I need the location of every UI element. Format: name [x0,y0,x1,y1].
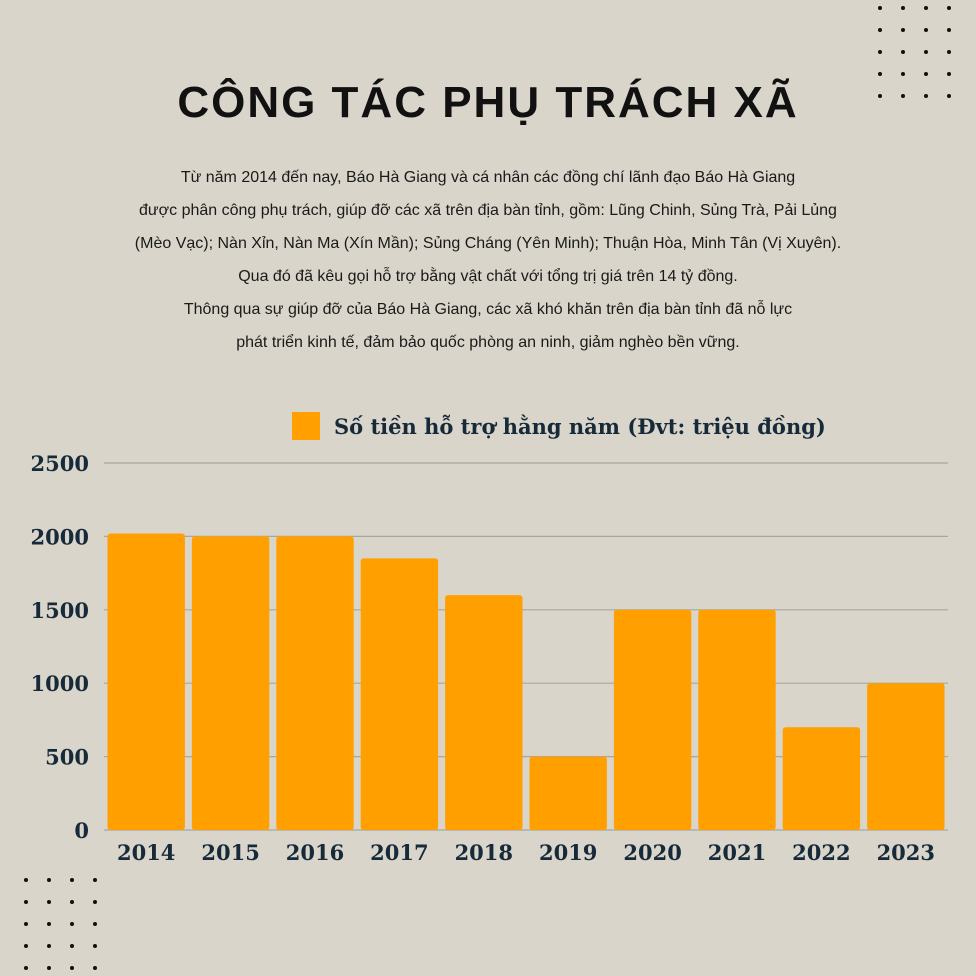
bar-2016 [276,536,354,830]
decorative-dot [924,6,928,10]
bar-2023 [867,683,945,830]
paragraph-line: Thông qua sự giúp đỡ của Báo Hà Giang, c… [183,301,793,318]
x-tick-label: 2020 [623,840,681,865]
decorative-dot [47,922,51,926]
y-tick-label: 2500 [31,451,89,476]
decorative-dot [24,878,28,882]
decorative-dot [47,878,51,882]
x-tick-label: 2017 [370,840,428,865]
x-tick-label: 2021 [708,840,766,865]
decorative-dot [93,900,97,904]
decorative-dot [901,28,905,32]
paragraph-line: Qua đó đã kêu gọi hỗ trợ bằng vật chất v… [238,268,738,285]
x-tick-label: 2023 [877,840,935,865]
x-tick-label: 2019 [539,840,597,865]
bar-2021 [698,609,776,830]
x-tick-label: 2014 [117,840,175,865]
bar-2022 [782,727,861,830]
bar-2015 [191,536,270,830]
bar-2017 [360,558,439,830]
decorative-dot [901,94,905,98]
decorative-dot [947,94,951,98]
y-tick-label: 500 [45,745,89,770]
decorative-dot [947,28,951,32]
decorative-dot [924,28,928,32]
decorative-dot [93,944,97,948]
decorative-dot [924,72,928,76]
decorative-dot [878,6,882,10]
bar-2020 [613,609,692,830]
decorative-dot [947,6,951,10]
decorative-dot [24,944,28,948]
decorative-dot [24,922,28,926]
decorative-dot [70,900,74,904]
decorative-dot [70,878,74,882]
bar-2019 [529,756,607,830]
decorative-dot-grid-top-right [878,6,951,98]
page-title: CÔNG TÁC PHỤ TRÁCH XÃ [177,78,799,127]
decorative-dot [47,966,51,970]
decorative-dot [924,94,928,98]
decorative-dot [924,50,928,54]
decorative-dot [47,944,51,948]
legend-label: Số tiền hỗ trợ hằng năm (Đvt: triệu đồng… [334,413,826,439]
decorative-dot [24,900,28,904]
decorative-dot [24,966,28,970]
decorative-dot [93,878,97,882]
y-tick-label: 1500 [31,598,89,623]
x-tick-label: 2016 [286,840,344,865]
paragraph-line: Từ năm 2014 đến nay, Báo Hà Giang và cá … [180,169,796,186]
decorative-dot [70,922,74,926]
bar-2014 [107,533,185,830]
y-tick-label: 1000 [31,671,89,696]
y-tick-label: 2000 [31,524,89,549]
decorative-dot [947,50,951,54]
decorative-dot [878,28,882,32]
chart-legend: Số tiền hỗ trợ hằng năm (Đvt: triệu đồng… [292,410,826,442]
paragraph-line: được phân công phụ trách, giúp đỡ các xã… [139,202,837,219]
decorative-dot [878,94,882,98]
y-tick-label: 0 [74,818,89,843]
decorative-dot [901,50,905,54]
intro-paragraph: Từ năm 2014 đến nay, Báo Hà Giang và cá … [90,161,886,359]
decorative-dot [947,72,951,76]
x-tick-label: 2015 [201,840,259,865]
decorative-dot [47,900,51,904]
decorative-dot [70,944,74,948]
bar-2018 [445,595,523,830]
x-tick-label: 2022 [792,840,850,865]
decorative-dot [878,72,882,76]
decorative-dot [878,50,882,54]
x-tick-label: 2018 [455,840,513,865]
paragraph-line: (Mèo Vạc); Nàn Xỉn, Nàn Ma (Xín Mần); Sủ… [134,235,842,252]
decorative-dot [70,966,74,970]
decorative-dot [93,922,97,926]
decorative-dot [93,966,97,970]
paragraph-line: phát triển kinh tế, đảm bảo quốc phòng a… [236,334,740,351]
decorative-dot [901,72,905,76]
legend-swatch [292,412,320,440]
decorative-dot [901,6,905,10]
decorative-dot-grid-bottom-left [24,878,97,970]
